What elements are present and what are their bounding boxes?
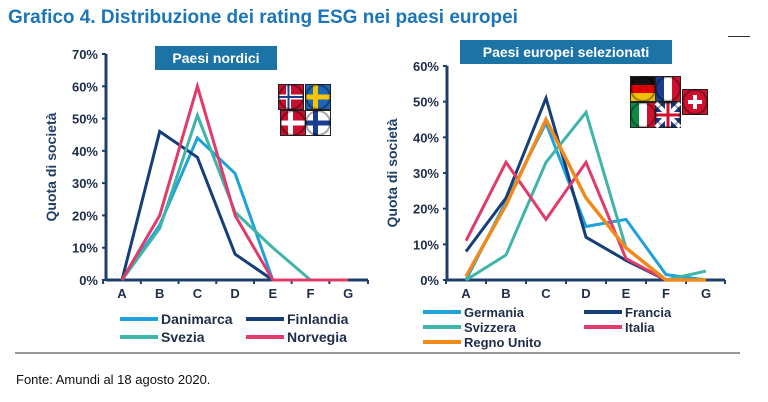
flag-cross <box>656 113 680 117</box>
x-tick-label: G <box>343 286 353 301</box>
y-tick-label: 0% <box>79 273 98 288</box>
flag-gloss <box>305 110 331 136</box>
legend-label: Italia <box>625 320 655 335</box>
legend-label: Regno Unito <box>464 335 541 350</box>
y-tick-label: 0% <box>420 273 439 288</box>
series-line-norvegia <box>120 80 349 282</box>
y-tick-label: 30% <box>413 166 439 181</box>
x-tick-label: E <box>268 286 277 301</box>
flag-cross <box>281 120 305 126</box>
y-tick-label: 40% <box>72 144 98 159</box>
x-tick-label: B <box>155 286 164 301</box>
chart-2: Paesi europei selezionati 0% 10% 20% 30% 40% 5… <box>384 40 726 350</box>
flag-gloss <box>682 89 708 115</box>
legend-label: Svizzera <box>464 320 517 335</box>
legend-label: Norvegia <box>287 329 347 345</box>
series-line-finlandia <box>120 129 274 282</box>
x-tick-label: A <box>117 286 127 301</box>
legend-label: Svezia <box>161 329 205 345</box>
y-tick-label: 50% <box>413 95 439 110</box>
flag-finland-icon <box>305 110 331 136</box>
flag-italy-icon <box>630 102 656 128</box>
x-tick-label: C <box>541 286 551 301</box>
flag-cross <box>306 120 330 126</box>
flag-united-kingdom-icon <box>654 101 682 129</box>
series-line-italia <box>464 159 667 282</box>
x-tick-label: C <box>193 286 203 301</box>
x-tick-label: E <box>622 286 631 301</box>
flag-gloss <box>305 84 331 110</box>
chart-title: Paesi nordici <box>172 50 259 66</box>
flag-gloss <box>655 102 681 128</box>
flag-germany-icon <box>630 76 656 102</box>
y-tick-label: 50% <box>72 112 98 127</box>
flag-stripe <box>639 103 647 127</box>
legend-label: Danimarca <box>161 311 233 327</box>
y-tick-label: 40% <box>413 130 439 145</box>
series-line-regno-unito <box>464 115 706 282</box>
x-tick-label: G <box>701 286 711 301</box>
flag-gloss <box>278 84 304 110</box>
title-rule <box>728 36 750 37</box>
flag-stripe <box>631 103 639 127</box>
flag-cross <box>688 100 702 104</box>
flag-cross <box>279 96 303 98</box>
series-line-svezia <box>120 110 312 282</box>
y-tick-label: 60% <box>413 59 439 74</box>
y-tick-label: 60% <box>72 79 98 94</box>
flag-stripe <box>647 103 655 127</box>
chart-title: Paesi europei selezionati <box>483 44 650 60</box>
separator <box>15 352 740 354</box>
legend-label: Francia <box>625 305 672 320</box>
legend-label: Germania <box>464 305 525 320</box>
y-tick-label: 20% <box>413 202 439 217</box>
legend-label: Finlandia <box>287 311 349 327</box>
x-tick-label: F <box>662 286 670 301</box>
flag-stripe <box>631 93 655 101</box>
y-tick-label: 70% <box>72 47 98 62</box>
x-tick-label: D <box>230 286 239 301</box>
y-tick-label: 20% <box>72 208 98 223</box>
chart-title-box <box>460 40 672 64</box>
x-tick-label: D <box>581 286 590 301</box>
flag-stripe <box>656 77 664 101</box>
y-tick-label: 10% <box>72 241 98 256</box>
flag-stripe <box>664 77 672 101</box>
figure-title: Grafico 4. Distribuzione dei rating ESG … <box>8 7 518 28</box>
flag-stripe <box>631 77 655 85</box>
source-note: Fonte: Amundi al 18 agosto 2020. <box>16 372 211 387</box>
flag-stripe <box>631 85 655 93</box>
y-axis-label: Quota di società <box>384 118 400 227</box>
chart-title-box <box>155 46 277 70</box>
x-tick-label: F <box>307 286 315 301</box>
y-axis-label: Quota di società <box>43 112 59 221</box>
flag-sweden-icon <box>305 84 331 110</box>
flag-gloss <box>655 76 681 102</box>
flag-denmark-icon <box>280 110 306 136</box>
x-tick-label: B <box>501 286 510 301</box>
flag-cross <box>306 94 330 100</box>
x-tick-label: A <box>461 286 471 301</box>
flag-norway-icon <box>278 84 304 110</box>
y-tick-label: 10% <box>413 237 439 252</box>
y-tick-label: 30% <box>72 176 98 191</box>
flag-france-icon <box>655 76 681 102</box>
flag-switzerland-icon <box>682 89 708 115</box>
flag-stripe <box>672 77 680 101</box>
